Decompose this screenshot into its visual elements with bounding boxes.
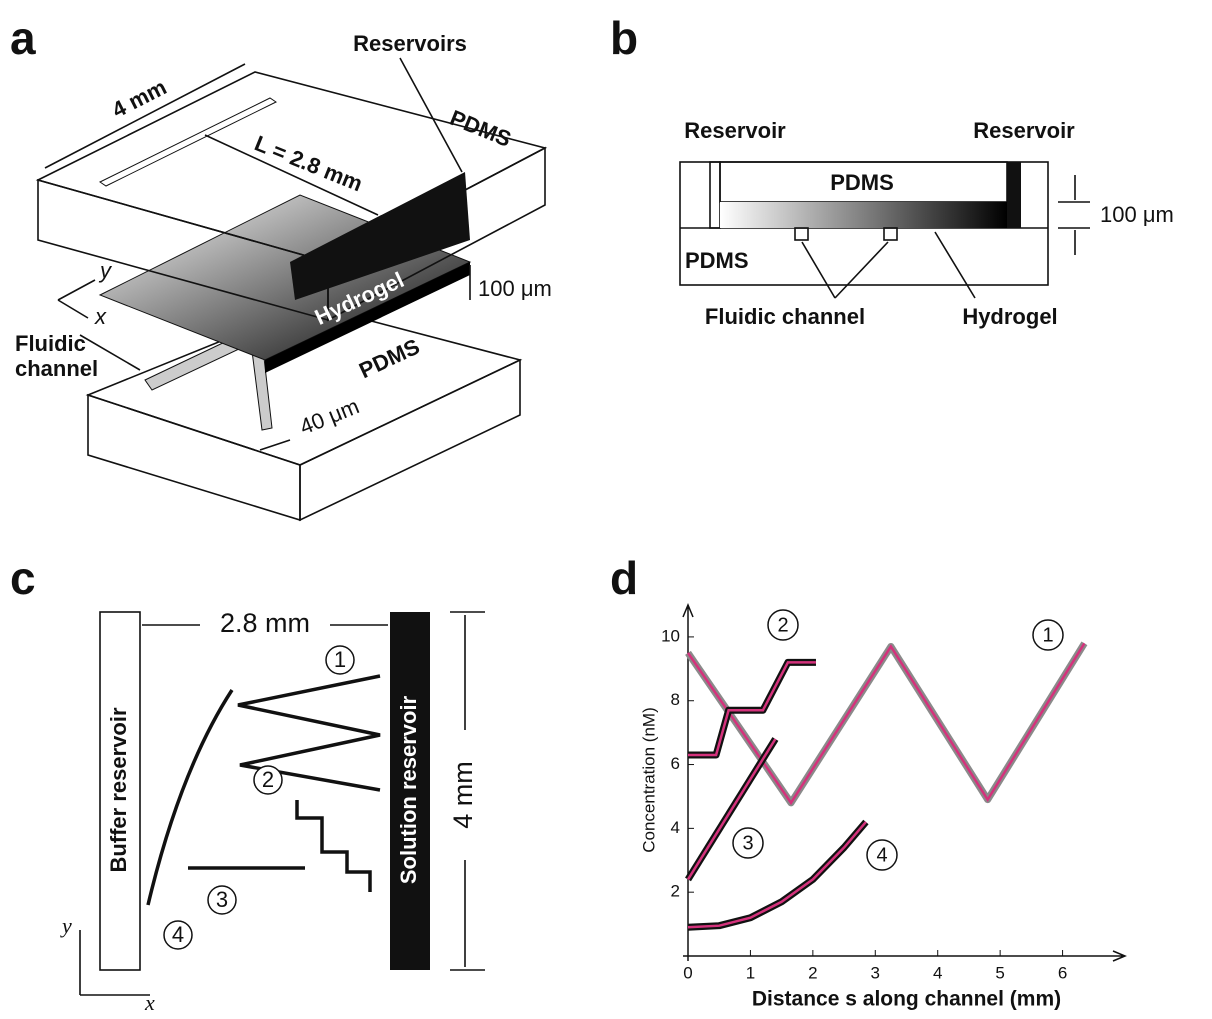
label-circle (767, 609, 799, 641)
fit-line (686, 642, 1086, 806)
hydrogel (720, 202, 1007, 228)
x-tick-label: 3 (871, 963, 880, 982)
label: 100 μm (1100, 202, 1174, 227)
label: Reservoir (973, 118, 1075, 143)
label: channel (15, 356, 98, 381)
label-circle (207, 885, 237, 915)
label: y (60, 913, 72, 938)
pdms-block-bottom-side (299, 358, 521, 522)
label-circle (732, 827, 764, 859)
pdms-block-top-side (327, 146, 546, 322)
fit-line (686, 738, 777, 881)
label: 4 mm (108, 74, 171, 122)
label: 100 μm (478, 276, 552, 301)
reservoir (709, 161, 721, 229)
series-label: 4 (876, 844, 887, 866)
y-tick-label: 8 (671, 690, 680, 709)
label: PDMS (355, 334, 423, 384)
label-circle (163, 920, 193, 950)
hydrogel-side (265, 262, 470, 373)
label: 2 (262, 767, 274, 792)
label: 4 mm (448, 761, 478, 829)
y-tick-label: 6 (671, 754, 680, 773)
series-label: 3 (742, 832, 753, 854)
label: Hydrogel (962, 304, 1057, 329)
y-tick-label: 2 (671, 882, 680, 901)
reservoir (99, 97, 277, 187)
leader (399, 57, 463, 173)
label: x (144, 990, 155, 1015)
panel-letter: b (610, 12, 638, 64)
channel (883, 227, 898, 241)
channel (794, 227, 809, 241)
axis (682, 603, 694, 961)
label: Reservoir (684, 118, 786, 143)
path-2 (295, 800, 372, 892)
axis (683, 950, 1127, 962)
panel-letter: a (10, 12, 36, 64)
label: 40 μm (296, 393, 362, 439)
axes (79, 930, 150, 996)
y-tick-label: 4 (671, 818, 680, 837)
x-tick-label: 4 (933, 963, 942, 982)
label: Reservoirs (353, 31, 467, 56)
label: 1 (334, 647, 346, 672)
label: PDMS (685, 248, 749, 273)
panel-a: a Reservoirs 4 mm L = 2.8 mm PDMS Hydrog… (10, 12, 552, 522)
dimension-arrow (450, 611, 485, 971)
label: x (94, 304, 107, 329)
reservoir (290, 172, 470, 300)
fit-line (687, 821, 867, 929)
leader (801, 231, 976, 299)
label: Buffer reservoir (106, 707, 131, 873)
label-circle (1032, 619, 1064, 651)
dimension-arrow (44, 63, 246, 169)
x-tick-label: 0 (683, 963, 692, 982)
label-circle (866, 839, 898, 871)
dimension-arrow (204, 134, 379, 216)
reservoir (1007, 162, 1021, 228)
buffer-reservoir (99, 611, 141, 971)
axes (57, 279, 96, 319)
path-4 (146, 689, 234, 906)
x-tick-label: 6 (1058, 963, 1067, 982)
x-tick-label: 1 (746, 963, 755, 982)
label: 2.8 mm (220, 608, 310, 638)
panel-letter: c (10, 552, 36, 604)
path-1 (237, 674, 381, 792)
panel-letter: d (610, 552, 638, 604)
y-axis-label: Concentration (nM) (639, 707, 658, 853)
panel-d: d 0 1 2 3 4 5 6 2 4 6 8 10 Distance s along channel … (610, 552, 1127, 1011)
label: 4 (172, 922, 184, 947)
x-tick-label: 5 (995, 963, 1004, 982)
solution-reservoir (390, 612, 430, 970)
label-circle (325, 645, 355, 675)
label: PDMS (446, 105, 514, 152)
panel-b: b Reservoir Reservoir PDMS 100 μm PDMS F… (610, 12, 1174, 329)
label: y (98, 258, 113, 283)
x-axis-label: Distance s along channel (mm) (752, 988, 1061, 1011)
panel-c: c 2.8 mm Buffer reservoir Solution reser… (10, 552, 485, 1015)
label: Fluidic channel (705, 304, 865, 329)
label: Fluidic (15, 331, 86, 356)
label: 3 (216, 887, 228, 912)
label-circle (253, 765, 283, 795)
leader (79, 334, 141, 371)
dimension-arrow (1058, 175, 1090, 255)
series-label: 1 (1042, 624, 1053, 646)
label: PDMS (830, 170, 894, 195)
fit-line (688, 661, 816, 757)
dimension-arrow (259, 439, 291, 451)
series-label: 2 (777, 614, 788, 636)
y-tick-label: 10 (661, 626, 680, 645)
x-tick-label: 2 (808, 963, 817, 982)
label: Solution reservoir (396, 695, 421, 884)
